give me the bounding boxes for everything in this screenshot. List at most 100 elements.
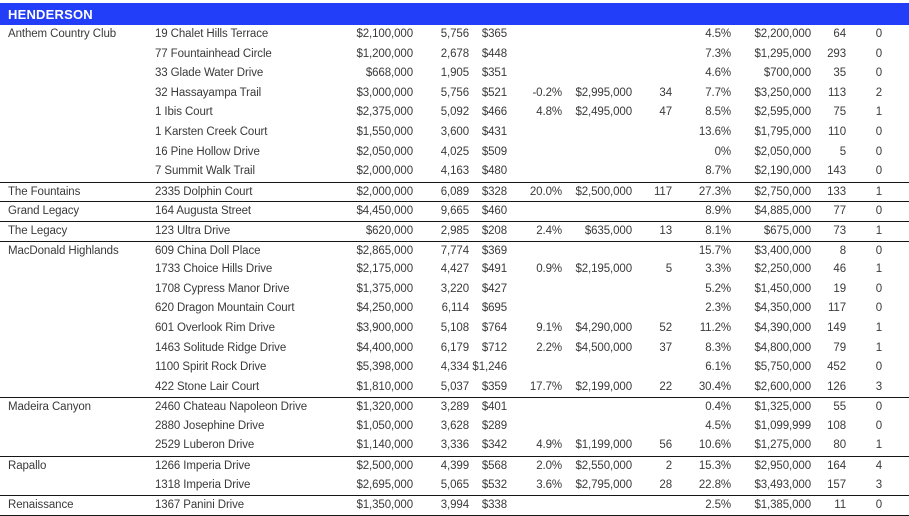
list-price-cell: $3,900,000 — [356, 321, 413, 334]
original-price-cell: $2,190,000 — [754, 165, 811, 178]
total-change-pct-cell: 10.6% — [698, 439, 731, 452]
original-price-cell: $2,950,000 — [754, 460, 811, 473]
original-price-cell: $3,250,000 — [754, 86, 811, 99]
total-change-pct-cell: 0.4% — [705, 401, 731, 414]
sqft-cell: 1,905 — [440, 67, 469, 80]
original-price-cell: $4,390,000 — [754, 321, 811, 334]
changes-count-cell: 4 — [875, 460, 882, 473]
change-pct-cell: 4.8% — [536, 106, 562, 119]
list-price-cell: $1,050,000 — [356, 419, 413, 432]
table-row: MacDonald Highlands 609 China Doll Place $… — [0, 240, 909, 261]
days-count-cell: 28 — [659, 478, 672, 491]
days-count-cell: 37 — [659, 341, 672, 354]
sqft-cell: 3,336 — [440, 439, 469, 452]
table-row: 601 Overlook Rim Drive $3,900,000 5,108 $76… — [0, 319, 909, 339]
community-cell: The Legacy — [8, 224, 68, 237]
days-total-cell: 77 — [833, 205, 846, 218]
days-total-cell: 64 — [833, 28, 846, 40]
days-total-cell: 55 — [833, 401, 846, 414]
table-row: Madeira Canyon 2460 Chateau Napoleon Driv… — [0, 397, 909, 417]
list-price-cell: $2,695,000 — [356, 478, 413, 491]
address-cell: 1266 Imperia Drive — [155, 460, 251, 473]
address-cell: 33 Glade Water Drive — [155, 67, 264, 80]
price-per-sqft-cell: $431 — [481, 125, 507, 138]
original-price-cell: $2,750,000 — [754, 185, 811, 198]
price-per-sqft-cell: $712 — [481, 341, 507, 354]
table-row: The Legacy 123 Ultra Drive $620,000 2,985 $2… — [0, 220, 909, 241]
days-total-cell: 452 — [827, 361, 846, 374]
total-change-pct-cell: 27.3% — [698, 185, 731, 198]
days-total-cell: 110 — [827, 125, 846, 138]
changes-count-cell: 2 — [875, 86, 882, 99]
total-change-pct-cell: 6.1% — [705, 361, 731, 374]
days-total-cell: 126 — [827, 380, 846, 393]
list-price-cell: $2,865,000 — [356, 244, 413, 257]
total-change-pct-cell: 15.3% — [698, 460, 731, 473]
address-cell: 620 Dragon Mountain Court — [155, 302, 295, 315]
total-change-pct-cell: 15.7% — [698, 244, 731, 257]
changed-price-cell: $4,500,000 — [575, 341, 632, 354]
list-price-cell: $4,400,000 — [356, 341, 413, 354]
sqft-cell: 4,334 — [440, 361, 469, 374]
community-cell: Grand Legacy — [8, 205, 80, 218]
price-per-sqft-cell: $764 — [481, 321, 507, 334]
list-price-cell: $2,375,000 — [356, 106, 413, 119]
days-total-cell: 113 — [827, 86, 846, 99]
table-row: Renaissance 1367 Panini Drive $1,350,000 3,… — [0, 495, 909, 515]
list-price-cell: $5,398,000 — [356, 361, 413, 374]
original-price-cell: $1,275,000 — [754, 439, 811, 452]
table-row: 422 Stone Lair Court $1,810,000 5,037 $359 1… — [0, 378, 909, 398]
total-change-pct-cell: 8.1% — [705, 224, 731, 237]
address-cell: 19 Chalet Hills Terrace — [155, 28, 269, 40]
address-cell: 2880 Josephine Drive — [155, 419, 265, 432]
days-total-cell: 293 — [827, 47, 846, 60]
table-row: 1463 Solitude Ridge Drive $4,400,000 6,179… — [0, 339, 909, 359]
original-price-cell: $5,750,000 — [754, 361, 811, 374]
list-price-cell: $2,175,000 — [356, 263, 413, 276]
price-per-sqft-cell: $491 — [481, 263, 507, 276]
days-total-cell: 5 — [839, 145, 846, 158]
table-row: 1 Ibis Court $2,375,000 5,092 $466 4.8% $2,49… — [0, 103, 909, 123]
change-pct-cell: 2.0% — [536, 460, 562, 473]
changes-count-cell: 0 — [875, 205, 882, 218]
original-price-cell: $1,450,000 — [754, 282, 811, 295]
table-row: 7 Summit Walk Trail $2,000,000 4,163 $480 8.… — [0, 162, 909, 182]
community-cell: Madeira Canyon — [8, 401, 91, 414]
address-cell: 1100 Spirit Rock Drive — [155, 361, 267, 374]
list-price-cell: $1,810,000 — [356, 380, 413, 393]
table-row: 1708 Cypress Manor Drive $1,375,000 3,220 $… — [0, 280, 909, 300]
price-per-sqft-cell: $448 — [481, 47, 507, 60]
original-price-cell: $2,200,000 — [754, 28, 811, 40]
total-change-pct-cell: 30.4% — [698, 380, 731, 393]
days-total-cell: 108 — [827, 419, 846, 432]
address-cell: 601 Overlook Rim Drive — [155, 321, 275, 334]
original-price-cell: $3,493,000 — [754, 478, 811, 491]
changed-price-cell: $2,550,000 — [575, 460, 632, 473]
sqft-cell: 2,985 — [440, 224, 469, 237]
list-price-cell: $620,000 — [365, 224, 413, 237]
total-change-pct-cell: 2.5% — [705, 499, 731, 512]
change-pct-cell: 2.2% — [536, 341, 562, 354]
address-cell: 1367 Panini Drive — [155, 499, 245, 512]
changed-price-cell: $2,500,000 — [575, 185, 632, 198]
changes-count-cell: 0 — [875, 419, 882, 432]
days-total-cell: 35 — [833, 67, 846, 80]
sqft-cell: 5,065 — [440, 478, 469, 491]
table-row: 32 Hassayampa Trail $3,000,000 5,756 $521 -0… — [0, 84, 909, 104]
table-row: 1 Karsten Creek Court $1,550,000 3,600 $431… — [0, 123, 909, 143]
change-pct-cell: 17.7% — [529, 380, 562, 393]
list-price-cell: $1,200,000 — [356, 47, 413, 60]
total-change-pct-cell: 4.5% — [705, 419, 731, 432]
total-change-pct-cell: 3.3% — [705, 263, 731, 276]
changes-count-cell: 3 — [875, 380, 882, 393]
address-cell: 1318 Imperia Drive — [155, 478, 251, 491]
original-price-cell: $2,250,000 — [754, 263, 811, 276]
table-row: 33 Glade Water Drive $668,000 1,905 $351 4.6… — [0, 64, 909, 84]
price-per-sqft-cell: $466 — [481, 106, 507, 119]
list-price-cell: $2,100,000 — [356, 28, 413, 40]
original-price-cell: $2,600,000 — [754, 380, 811, 393]
total-change-pct-cell: 8.5% — [705, 106, 731, 119]
price-per-sqft-cell: $695 — [481, 302, 507, 315]
sqft-cell: 5,092 — [440, 106, 469, 119]
changed-price-cell: $2,195,000 — [575, 263, 632, 276]
